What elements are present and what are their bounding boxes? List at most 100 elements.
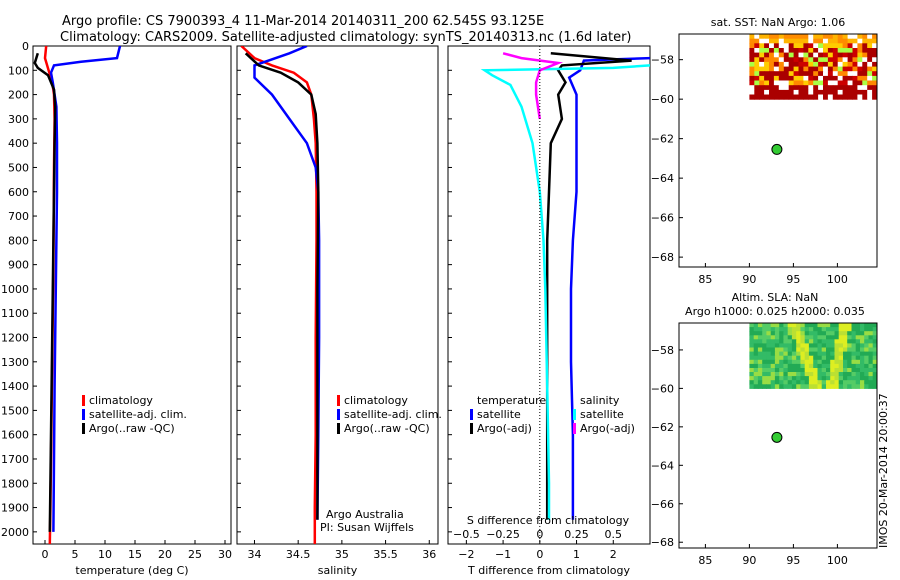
heatmap-cell	[838, 347, 844, 353]
heatmap-cell	[774, 323, 780, 328]
heatmap-cell	[872, 347, 878, 353]
heatmap-cell	[783, 34, 790, 40]
heatmap-cell	[867, 48, 873, 54]
heatmap-cell	[852, 61, 858, 68]
heatmap-cell	[766, 363, 772, 369]
heatmap-cell	[872, 94, 878, 100]
heatmap-cell	[808, 327, 814, 332]
heatmap-cell	[764, 57, 770, 63]
heatmap-cell	[862, 57, 868, 63]
heatmap-cell	[769, 52, 775, 58]
heatmap-cell	[769, 80, 775, 86]
heatmap-cell	[796, 343, 801, 348]
heatmap-cell	[770, 376, 776, 381]
heatmap-cell	[800, 380, 806, 385]
heatmap-cell	[787, 347, 793, 353]
heatmap-cell	[770, 331, 776, 336]
heatmap-cell	[827, 34, 834, 40]
heatmap-cell	[813, 94, 819, 100]
heatmap-cell	[827, 80, 834, 86]
heatmap-cell	[804, 327, 810, 332]
legend-swatch	[573, 395, 576, 406]
heatmap-cell	[757, 368, 763, 373]
heatmap-cell	[754, 34, 760, 40]
heatmap-cell	[842, 61, 848, 68]
legend-swatch	[82, 395, 85, 406]
heatmap-cell	[860, 359, 865, 365]
heatmap-cell	[770, 380, 776, 385]
heatmap-cell	[796, 323, 801, 328]
heatmap-cell	[793, 66, 799, 72]
heatmap-cell	[857, 80, 863, 86]
s-tick-label: 0	[536, 528, 543, 541]
heatmap-cell	[787, 343, 793, 348]
heatmap-cell	[791, 347, 797, 353]
heatmap-cell	[762, 355, 767, 361]
heatmap-cell	[783, 61, 790, 68]
heatmap-cell	[864, 331, 869, 336]
legend-entry: satellite	[477, 408, 521, 421]
heatmap-cell	[788, 94, 795, 100]
heatmap-cell	[847, 57, 853, 63]
float-position-marker	[771, 143, 783, 155]
legend-entry: climatology	[89, 394, 153, 407]
series-line-1	[240, 46, 318, 544]
heatmap-cell	[852, 85, 858, 91]
heatmap-cell	[847, 323, 852, 328]
heatmap-cell	[862, 38, 868, 44]
heatmap-cell	[837, 89, 844, 96]
heatmap-cell	[804, 339, 810, 344]
heatmap-cell	[783, 66, 790, 72]
heatmap-cell	[796, 368, 801, 373]
heatmap-cell	[864, 359, 869, 365]
heatmap-cell	[779, 372, 784, 377]
heatmap-cell	[762, 339, 767, 344]
heatmap-cell	[770, 347, 776, 353]
heatmap-cell	[798, 75, 804, 82]
heatmap-cell	[872, 351, 878, 357]
heatmap-cell	[759, 66, 765, 72]
heatmap-cell	[774, 355, 780, 361]
heatmap-cell	[821, 363, 827, 369]
heatmap-cell	[832, 75, 839, 82]
heatmap-cell	[766, 359, 772, 365]
heatmap-cell	[796, 351, 801, 357]
heatmap-cell	[796, 363, 801, 369]
heatmap-cell	[851, 380, 857, 385]
heatmap-cell	[817, 363, 823, 369]
heatmap-cell	[860, 380, 865, 385]
heatmap-cell	[778, 85, 785, 91]
legend-entry: satellite-adj. clim.	[344, 408, 442, 421]
heatmap-cell	[778, 66, 785, 72]
heatmap-cell	[842, 43, 848, 49]
heatmap-cell	[754, 75, 760, 82]
heatmap-cell	[834, 359, 840, 365]
heatmap-cell	[769, 85, 775, 91]
legend-entry: temperature	[477, 394, 546, 407]
heatmap-cell	[852, 38, 858, 44]
heatmap-cell	[827, 85, 834, 91]
heatmap-cell	[813, 66, 819, 72]
heatmap-cell	[842, 71, 848, 77]
heatmap-cell	[764, 85, 770, 91]
heatmap-cell	[838, 351, 844, 357]
heatmap-cell	[808, 339, 814, 344]
heatmap-cell	[754, 94, 760, 100]
map-x-tick-label: 100	[827, 554, 848, 567]
heatmap-cell	[823, 85, 829, 91]
heatmap-cell	[813, 89, 819, 96]
heatmap-cell	[855, 323, 861, 328]
heatmap-cell	[860, 376, 865, 381]
heatmap-cell	[826, 376, 831, 381]
heatmap-cell	[837, 52, 844, 58]
heatmap-cell	[798, 43, 804, 49]
heatmap-cell	[764, 43, 770, 49]
heatmap-cell	[813, 327, 818, 332]
heatmap-cell	[867, 38, 873, 44]
heatmap-cell	[817, 343, 823, 348]
heatmap-cell	[847, 38, 853, 44]
heatmap-cell	[855, 368, 861, 373]
y-tick-label: 600	[8, 186, 29, 199]
heatmap-cell	[759, 75, 765, 82]
heatmap-cell	[757, 343, 763, 348]
